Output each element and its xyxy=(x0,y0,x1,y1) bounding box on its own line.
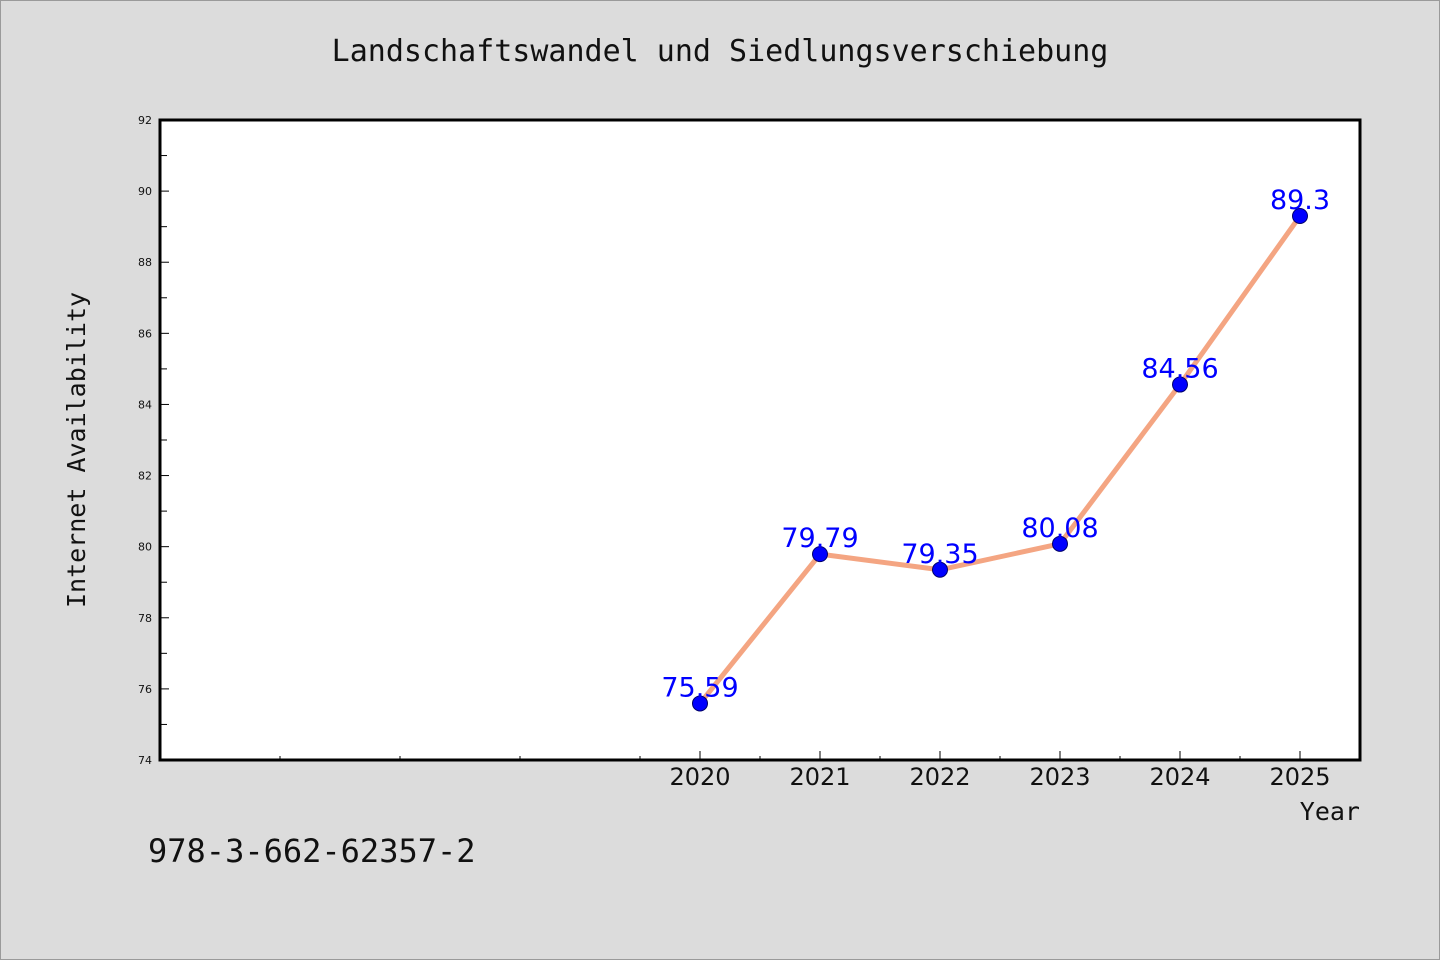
data-point xyxy=(1292,208,1308,224)
y-tick-label: 84 xyxy=(138,398,152,411)
y-tick-label: 90 xyxy=(138,185,152,198)
plot-area xyxy=(158,118,1362,762)
y-tick-label: 82 xyxy=(138,470,152,483)
x-tick-label: 2022 xyxy=(909,763,970,791)
data-point xyxy=(692,695,708,712)
x-tick-label: 2021 xyxy=(789,763,850,791)
data-label: 89.3 xyxy=(1270,185,1330,216)
data-point xyxy=(1052,535,1068,552)
y-axis-label: Internet Availability xyxy=(62,292,91,608)
y-tick-label: 78 xyxy=(138,612,152,625)
y-tick-label: 86 xyxy=(138,327,152,340)
x-axis-label: Year xyxy=(1300,797,1360,826)
data-label: 84.56 xyxy=(1141,354,1218,385)
x-tick-label: 2025 xyxy=(1269,763,1330,791)
data-point xyxy=(812,546,828,563)
x-tick-label: 2023 xyxy=(1029,763,1090,791)
data-point xyxy=(932,561,948,578)
y-tick-label: 92 xyxy=(138,114,152,127)
data-point xyxy=(1172,376,1188,393)
data-label: 75.59 xyxy=(661,672,738,703)
data-label: 79.35 xyxy=(901,539,978,570)
y-tick-label: 74 xyxy=(138,754,152,767)
x-tick-label: 2024 xyxy=(1149,763,1210,791)
y-tick-label: 76 xyxy=(138,683,152,696)
chart-title: Landschaftswandel und Siedlungsverschieb… xyxy=(331,34,1109,69)
footer-isbn: 978-3-662-62357-2 xyxy=(148,832,476,870)
series-line xyxy=(697,213,1303,706)
y-tick-label: 88 xyxy=(138,256,152,269)
y-tick-label: 80 xyxy=(138,541,152,554)
data-label: 79.79 xyxy=(781,523,858,554)
data-label: 80.08 xyxy=(1021,513,1098,544)
x-tick-label: 2020 xyxy=(669,763,730,791)
